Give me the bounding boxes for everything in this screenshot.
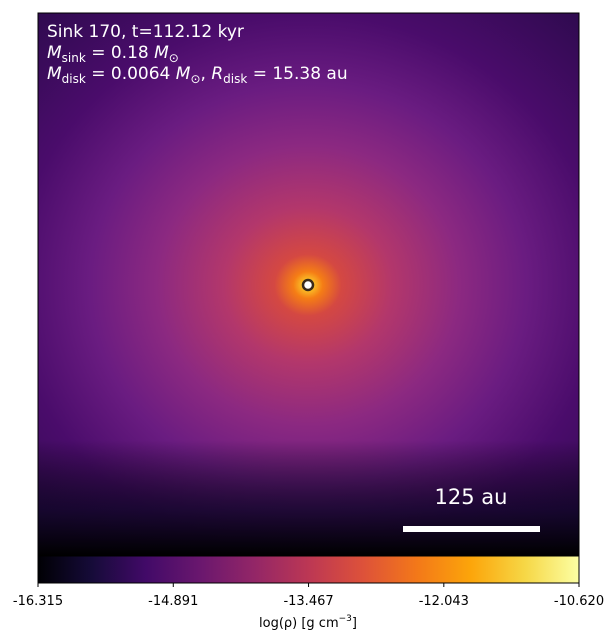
scale-bar-label: 125 au <box>435 485 508 509</box>
title-text: M <box>154 43 169 63</box>
title-text: ⊙ <box>190 72 200 86</box>
colorbar-tick-label: -16.315 <box>13 594 63 609</box>
map-shadow <box>38 440 579 556</box>
title-text: M <box>47 64 62 84</box>
colorbar <box>37 555 580 584</box>
title-text: ⊙ <box>169 51 179 65</box>
title-text: R <box>211 64 223 84</box>
colorbar-label: log(ρ) [g cm−3] <box>259 614 357 631</box>
colorbar-label-text: ] <box>352 616 357 631</box>
title-text: = 0.18 <box>86 43 154 63</box>
title-line: Sink 170, t=112.12 kyr <box>47 22 244 42</box>
density-map <box>38 13 579 556</box>
title-text: = 15.38 au <box>247 64 347 84</box>
title-text: M <box>176 64 191 84</box>
title-line: Mdisk = 0.0064 M⊙, Rdisk = 15.38 au <box>47 64 348 86</box>
title-text: = 0.0064 <box>86 64 176 84</box>
title-text: Sink 170, t=112.12 kyr <box>47 22 244 42</box>
colorbar-tick-label: -12.043 <box>419 594 469 609</box>
colorbar-tick-label: -14.891 <box>148 594 198 609</box>
colorbar-tick-label: -10.620 <box>554 594 604 609</box>
title-text: sink <box>62 51 86 65</box>
colorbar-label-text: −3 <box>339 614 352 624</box>
title-text: M <box>47 43 62 63</box>
title-text: , <box>201 64 212 84</box>
title-line: Msink = 0.18 M⊙ <box>47 43 179 65</box>
colorbar-tick-label: -13.467 <box>283 594 333 609</box>
title-text: disk <box>223 72 247 86</box>
title-text: disk <box>62 72 86 86</box>
sink-marker <box>301 278 315 292</box>
colorbar-label-text: log(ρ) [g cm <box>259 616 339 631</box>
